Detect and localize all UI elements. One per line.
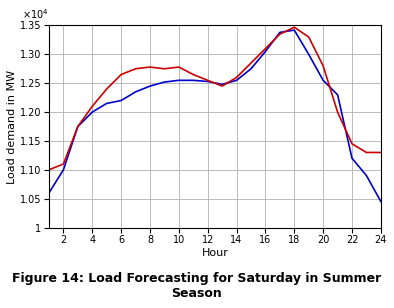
Text: $\times 10^4$: $\times 10^4$ — [22, 8, 49, 22]
Text: Figure 14: Load Forecasting for Saturday in Summer
Season: Figure 14: Load Forecasting for Saturday… — [12, 273, 382, 300]
Y-axis label: Load demand in MW: Load demand in MW — [7, 69, 17, 184]
X-axis label: Hour: Hour — [201, 248, 229, 258]
